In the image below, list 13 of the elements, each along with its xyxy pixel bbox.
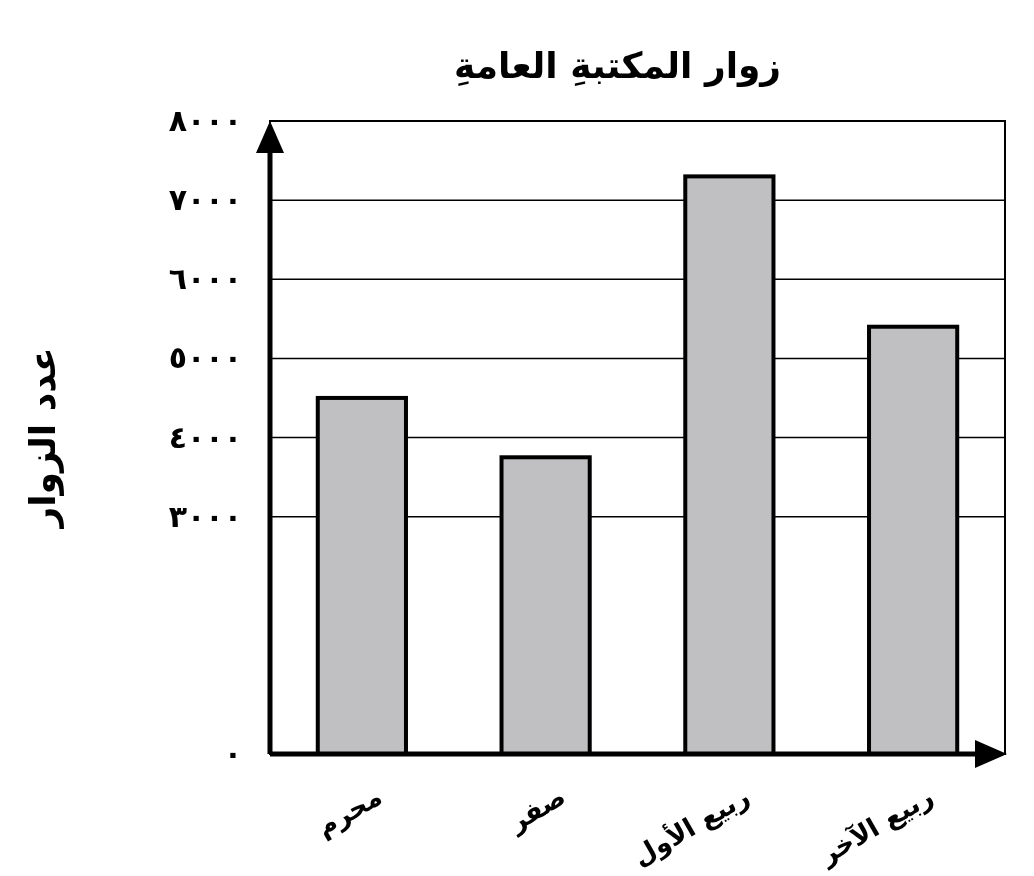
x-tick-label: ربيع الآخر (812, 781, 939, 872)
y-tick-label: ٧٠٠٠ (168, 182, 242, 218)
y-tick-label: ٨٠٠٠ (168, 103, 242, 139)
chart-title: زوار المكتبةِ العامةِ (453, 45, 782, 87)
x-tick-label: صفر (501, 781, 572, 840)
y-tick-label: ٥٠٠٠ (168, 340, 242, 376)
x-tick-label: محرم (311, 781, 388, 844)
y-axis-title: عدد الزوار (22, 347, 64, 530)
y-tick-label: ٣٠٠٠ (168, 498, 242, 534)
y-tick-label: ٠ (223, 736, 242, 772)
y-tick-label: ٦٠٠٠ (168, 261, 242, 297)
x-tick-label: ربيع الأول (627, 780, 755, 873)
y-tick-label: ٤٠٠٠ (168, 419, 242, 455)
